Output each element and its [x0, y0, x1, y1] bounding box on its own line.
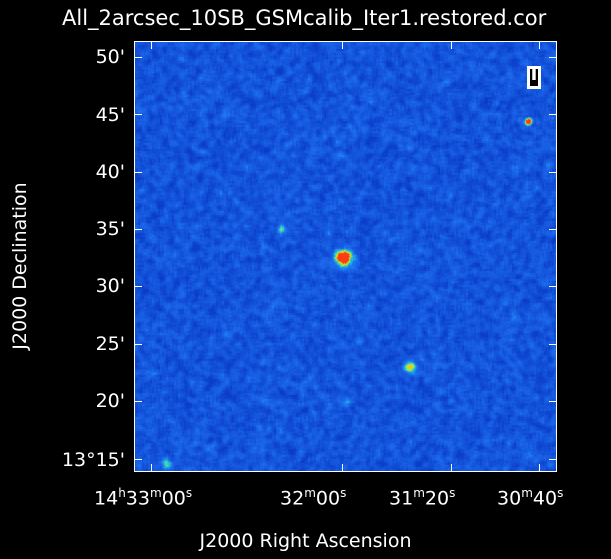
y-tick-mark	[134, 401, 142, 402]
y-tick-label: 45'	[95, 104, 125, 126]
y-tick-mark	[549, 401, 557, 402]
x-tick-label: 30m40s	[497, 486, 564, 510]
y-tick-label: 40'	[95, 161, 125, 183]
stokes-parameter-label: I	[527, 64, 541, 89]
image-title: All_2arcsec_10SB_GSMcalib_Iter1.restored…	[62, 6, 547, 30]
y-tick-mark	[549, 229, 557, 230]
x-tick-mark	[539, 41, 540, 49]
y-tick-mark	[134, 172, 142, 173]
y-tick-mark	[549, 344, 557, 345]
x-axis-title: J2000 Right Ascension	[199, 530, 412, 552]
x-tick-mark	[151, 464, 152, 472]
intensity-map-canvas[interactable]	[134, 41, 557, 472]
x-tick-label: 14h33m00s	[94, 486, 193, 510]
y-tick-label: 35'	[95, 218, 125, 240]
x-tick-mark	[451, 464, 452, 472]
y-tick-mark	[549, 57, 557, 58]
y-tick-mark	[134, 114, 142, 115]
y-axis-title: J2000 Declination	[9, 182, 31, 350]
y-tick-label: 20'	[95, 390, 125, 412]
x-tick-mark	[151, 41, 152, 49]
radio-map-image[interactable]	[134, 41, 557, 472]
x-tick-mark	[539, 464, 540, 472]
y-tick-label: 50'	[95, 46, 125, 68]
y-tick-mark	[134, 286, 142, 287]
x-tick-mark	[342, 464, 343, 472]
y-tick-label: 25'	[95, 333, 125, 355]
y-tick-mark	[549, 172, 557, 173]
y-tick-mark	[549, 114, 557, 115]
x-tick-label: 32m00s	[280, 486, 347, 510]
x-tick-label: 31m20s	[389, 486, 456, 510]
x-tick-mark	[451, 41, 452, 49]
y-tick-mark	[134, 57, 142, 58]
y-tick-mark	[134, 344, 142, 345]
x-tick-mark	[342, 41, 343, 49]
y-tick-label: 30'	[95, 275, 125, 297]
y-tick-mark	[134, 229, 142, 230]
y-tick-label: 13°15'	[61, 449, 125, 471]
y-tick-mark	[549, 459, 557, 460]
y-tick-mark	[134, 459, 142, 460]
y-tick-mark	[549, 286, 557, 287]
